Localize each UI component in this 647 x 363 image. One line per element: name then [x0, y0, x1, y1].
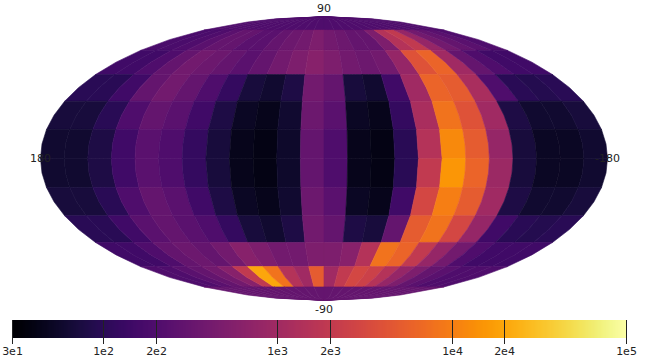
svg-text:180: 180 [30, 152, 51, 165]
svg-text:2e4: 2e4 [494, 345, 515, 358]
svg-text:3e1: 3e1 [2, 345, 23, 358]
svg-text:2e3: 2e3 [320, 345, 341, 358]
svg-text:1e5: 1e5 [616, 345, 637, 358]
svg-text:2e2: 2e2 [146, 345, 167, 358]
svg-text:-90: -90 [315, 303, 333, 316]
svg-text:1e3: 1e3 [267, 345, 288, 358]
svg-text:90: 90 [317, 2, 331, 15]
svg-text:1e4: 1e4 [442, 345, 463, 358]
svg-text:-180: -180 [595, 152, 620, 165]
svg-text:1e2: 1e2 [93, 345, 114, 358]
